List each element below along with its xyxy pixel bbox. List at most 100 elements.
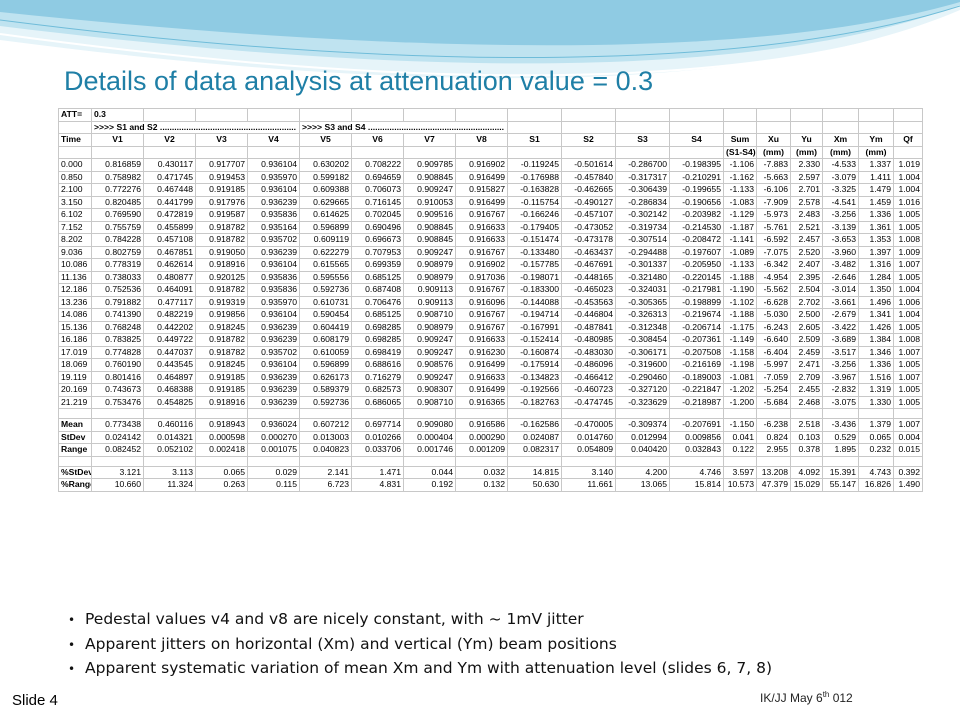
- table-cell: -0.483030: [561, 345, 616, 359]
- table-cell: 0.916365: [455, 395, 508, 409]
- data-table: ATT= 0.3 >>>> S1 and S2 ..................…: [58, 108, 923, 492]
- table-cell: 0.040823: [299, 443, 352, 457]
- table-row: 8.202 0.784228 0.457108 0.918782 0.935702 0.6…: [58, 233, 923, 247]
- table-cell: -1.141: [723, 233, 757, 247]
- percent-row: %Range10.66011.3240.2630.1156.7234.8310.…: [58, 478, 923, 492]
- table-cell: [351, 408, 404, 419]
- table-cell: 0.103: [790, 430, 823, 444]
- table-row: 21.219 0.753476 0.454825 0.918916 0.936239 0.…: [58, 395, 923, 409]
- table-cell: 0.599182: [299, 170, 352, 184]
- table-cell: -0.216169: [669, 358, 724, 372]
- table-cell: 0.936239: [247, 320, 300, 334]
- table-cell: 0.773438: [91, 418, 144, 432]
- table-cell: 0.916902: [455, 258, 508, 272]
- table-cell: [351, 455, 404, 467]
- table-cell: [403, 408, 456, 419]
- table-cell: -0.312348: [615, 320, 670, 334]
- table-cell: -0.192566: [507, 383, 562, 397]
- table-cell: [143, 455, 196, 467]
- table-cell: -4.541: [822, 195, 859, 209]
- table-cell: [247, 145, 300, 159]
- table-cell: (mm): [756, 145, 791, 159]
- table-cell: 0.592736: [299, 395, 352, 409]
- table-cell: 0.698285: [351, 320, 404, 334]
- table-cell: V2: [143, 133, 196, 147]
- table-cell: 0.595556: [299, 270, 352, 284]
- table-cell: 2.500: [790, 308, 823, 322]
- table-cell: 0.044: [403, 465, 456, 479]
- table-cell: 0.778319: [91, 258, 144, 272]
- table-cell: 0.192: [403, 478, 456, 492]
- table-cell: 1.019: [893, 158, 923, 172]
- table-cell: 3.140: [561, 465, 616, 479]
- table-cell: -0.217981: [669, 283, 724, 297]
- table-cell: [247, 108, 300, 122]
- table-cell: [723, 455, 757, 467]
- table-cell: 0.919185: [195, 183, 248, 197]
- table-cell: 0.697714: [351, 418, 404, 432]
- table-cell: 15.814: [669, 478, 724, 492]
- table-cell: 0.935702: [247, 233, 300, 247]
- table-cell: -0.324031: [615, 283, 670, 297]
- table-cell: 1.361: [858, 220, 894, 234]
- table-cell: 0.936239: [247, 195, 300, 209]
- table-cell: -0.207508: [669, 345, 724, 359]
- table-cell: 0.082317: [507, 443, 562, 457]
- table-cell: [507, 408, 562, 419]
- table-cell: 0.454825: [143, 395, 196, 409]
- table-cell: 2.100: [58, 183, 92, 197]
- table-cell: 0.464897: [143, 370, 196, 384]
- table-cell: 0.909247: [403, 345, 456, 359]
- table-cell: -0.167991: [507, 320, 562, 334]
- table-cell: 12.186: [58, 283, 92, 297]
- table-cell: 0.909247: [403, 333, 456, 347]
- table-cell: -1.158: [723, 345, 757, 359]
- table-cell: -5.973: [756, 208, 791, 222]
- table-cell: 1.319: [858, 383, 894, 397]
- table-cell: [561, 145, 616, 159]
- table-cell: -0.457107: [561, 208, 616, 222]
- table-cell: [723, 408, 757, 419]
- table-cell: 2.504: [790, 283, 823, 297]
- table-cell: 0.908845: [403, 220, 456, 234]
- table-cell: 0.441799: [143, 195, 196, 209]
- table-cell: Xm: [822, 133, 859, 147]
- table-cell: [91, 455, 144, 467]
- table-cell: 3.121: [91, 465, 144, 479]
- table-cell: 0.916499: [455, 170, 508, 184]
- table-cell: 1.459: [858, 195, 894, 209]
- table-cell: [299, 108, 352, 122]
- table-cell: -0.306439: [615, 183, 670, 197]
- table-row: 14.086 0.741390 0.482219 0.919856 0.936104 0.…: [58, 308, 923, 322]
- table-cell: 2.709: [790, 370, 823, 384]
- table-cell: 0.936104: [247, 158, 300, 172]
- table-cell: 0.596899: [299, 358, 352, 372]
- table-cell: 0.000290: [455, 430, 508, 444]
- table-cell: 4.746: [669, 465, 724, 479]
- table-cell: [58, 120, 92, 134]
- table-cell: 0.909785: [403, 158, 456, 172]
- table-cell: [756, 108, 791, 122]
- table-cell: StDev: [58, 430, 92, 444]
- table-cell: 1.353: [858, 233, 894, 247]
- table-cell: -5.562: [756, 283, 791, 297]
- table-cell: [299, 145, 352, 159]
- table-cell: 0.694659: [351, 170, 404, 184]
- table-cell: [615, 145, 670, 159]
- header-swoosh-decoration: [0, 0, 960, 79]
- table-cell: 0.054809: [561, 443, 616, 457]
- table-cell: 0.626173: [299, 370, 352, 384]
- table-cell: 2.459: [790, 345, 823, 359]
- table-row: 9.036 0.802759 0.467851 0.919050 0.936239 0.6…: [58, 245, 923, 259]
- table-cell: -5.684: [756, 395, 791, 409]
- table-cell: [790, 120, 823, 134]
- table-cell: -0.327120: [615, 383, 670, 397]
- table-cell: 0.529: [822, 430, 859, 444]
- table-cell: 1.479: [858, 183, 894, 197]
- table-cell: 0.468388: [143, 383, 196, 397]
- table-cell: -6.640: [756, 333, 791, 347]
- table-cell: 0.630202: [299, 158, 352, 172]
- table-cell: 0.936104: [247, 308, 300, 322]
- table-cell: 2.578: [790, 195, 823, 209]
- table-cell: 13.236: [58, 295, 92, 309]
